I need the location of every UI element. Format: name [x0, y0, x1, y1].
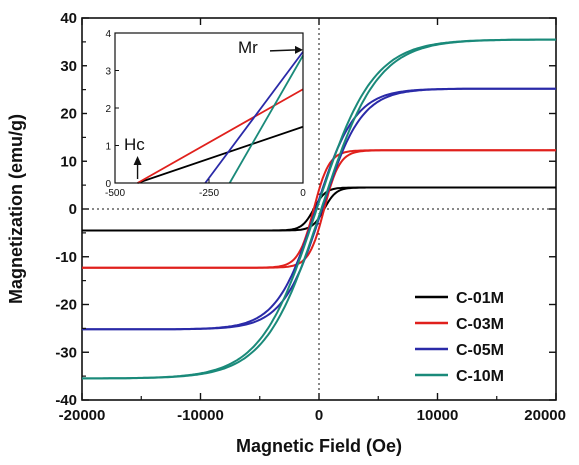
arrowhead-mr	[295, 45, 303, 54]
series-line-c-10m-lower	[82, 38, 556, 380]
y-tick-label: -10	[55, 249, 77, 266]
y-tick-label: 10	[60, 153, 77, 170]
x-tick-label: 20000	[524, 407, 566, 424]
inset-series-line-c-05m	[204, 51, 304, 184]
series-line-c-03m-lower	[82, 149, 556, 269]
y-axis-title: Magnetization (emu/g)	[6, 114, 26, 304]
y-tick-label: 30	[60, 58, 77, 75]
main-x-tick-labels: -20000 -10000 0 10000 20000	[59, 407, 566, 424]
y-tick-label: -20	[55, 297, 77, 314]
arrowhead-hc	[133, 156, 142, 165]
inset-y-tick-label: 4	[105, 29, 111, 40]
inset-background	[87, 25, 315, 201]
y-tick-label: 40	[60, 10, 77, 27]
inset-x-tick-label: -250	[199, 188, 219, 199]
x-tick-label: 10000	[417, 407, 459, 424]
x-tick-label: 0	[315, 407, 323, 424]
x-tick-label: -20000	[59, 407, 106, 424]
annotation-hc: Hc	[124, 135, 145, 154]
y-tick-label: -40	[55, 392, 77, 409]
inset-series-line-c-10m	[228, 55, 304, 184]
inset-x-tick-label: -500	[105, 188, 125, 199]
legend-label: C-03M	[456, 316, 504, 333]
annotation-mr: Mr	[238, 38, 258, 57]
inset-y-tick-label: 2	[105, 104, 111, 115]
main-plot: -20000 -10000 0 10000 20000 -40-30-20-100102…	[6, 10, 566, 456]
inset-ticks	[114, 32, 304, 184]
inset-y-tick-label: 3	[105, 67, 111, 78]
main-reference-lines	[82, 18, 556, 400]
inset-y-tick-labels: 0 1 2 3 4	[105, 29, 111, 190]
legend: C-01M C-03M C-05M C-10M	[415, 290, 504, 385]
inset-curves	[137, 51, 304, 184]
inset-x-tick-label: 0	[300, 188, 306, 199]
x-tick-label: -10000	[177, 407, 224, 424]
inset-annotations: Hc Mr	[124, 38, 303, 179]
legend-label: C-01M	[456, 290, 504, 307]
main-y-tick-labels: -40 -30 -20 -10 0 10 20 30 40	[55, 10, 77, 409]
arrow-mr	[269, 49, 298, 52]
inset-x-tick-labels: -500 -250 0	[105, 188, 306, 199]
y-tick-label: 0	[69, 201, 77, 218]
inset-series-line-c-01m	[137, 125, 304, 184]
legend-label: C-05M	[456, 342, 504, 359]
y-tick-label: -30	[55, 344, 77, 361]
x-axis-title: Magnetic Field (Oe)	[236, 436, 402, 456]
main-curves	[82, 38, 556, 380]
inset-y-tick-label: 1	[105, 142, 111, 153]
y-tick-label: 20	[60, 106, 77, 123]
inset-plot: -500 -250 0 0 1 2 3 4 Hc Mr	[87, 25, 315, 201]
inset-y-tick-label: 0	[105, 179, 111, 190]
main-ticks	[81, 17, 557, 401]
legend-label: C-10M	[456, 368, 504, 385]
